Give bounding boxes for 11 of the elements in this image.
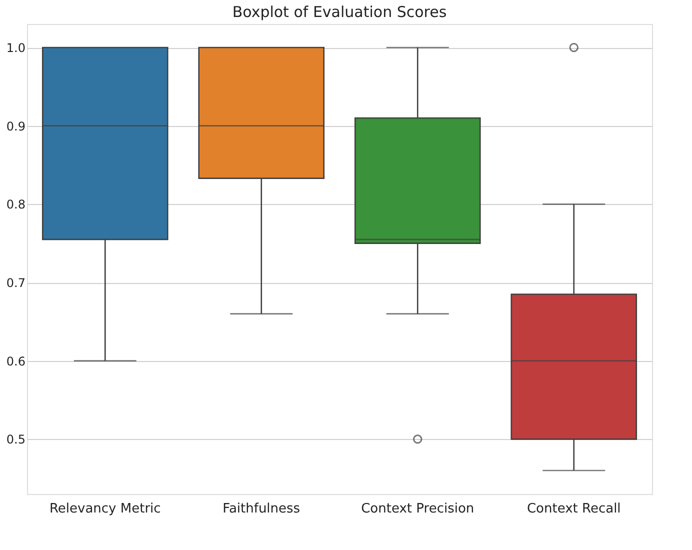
y-tick-label: 0.8 [6, 198, 26, 212]
y-tick-label: 0.9 [6, 119, 26, 134]
y-tick-label: 0.5 [6, 432, 26, 447]
x-tick-label: Relevancy Metric [49, 502, 161, 516]
x-tick-label: Faithfulness [222, 502, 300, 516]
x-tick-label: Context Recall [526, 502, 621, 516]
chart-title: Boxplot of Evaluation Scores [232, 3, 447, 21]
x-tick-label: Context Precision [361, 502, 474, 516]
y-tick-label: 1.0 [6, 41, 26, 55]
y-tick-label: 0.6 [6, 354, 26, 368]
y-tick-label: 0.7 [6, 276, 26, 290]
